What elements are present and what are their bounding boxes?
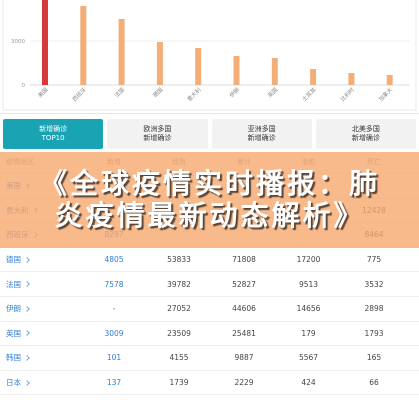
tab-2[interactable]: 亚洲多国 新增确诊 [211,119,312,149]
title-banner: 《全球疫情实时播报：肺 炎疫情最新动态解析》 [0,152,419,248]
tab-1[interactable]: 欧洲多国 新增确诊 [107,119,208,149]
table-cell: 2229 [234,378,254,388]
table-cell: 44606 [232,304,256,314]
country-name: 德国 [6,255,21,265]
x-tick-label-9: 加拿大 [377,85,395,103]
table-cell: 3009 [104,328,124,338]
table-cell: 25481 [232,328,256,338]
table-cell: 27052 [167,304,191,314]
table-cell: 23509 [167,328,191,338]
chart-canvas: 0 3000 美国 西班牙 法国 德国 意大利 伊朗 英国 土耳其 比利时 加拿大 [2,0,417,111]
table-cell: 165 [366,353,382,363]
country-link[interactable]: 法国 [0,279,82,290]
country-name: 伊朗 [6,304,21,314]
x-tick-label-3: 德国 [151,85,165,99]
table-cell: 179 [301,328,316,338]
y-tick-label-0: 0 [22,83,26,89]
table-cell: 137 [106,378,122,388]
tab-3[interactable]: 北美多国 新增确诊 [315,119,416,149]
country-name: 日本 [6,378,21,388]
bar-9 [386,75,393,85]
tab-label-line2: 新增确诊 [143,134,172,142]
table-cell: 17200 [296,255,321,265]
table-cell: 3532 [364,279,384,289]
table-cell: 775 [366,255,382,265]
x-tick-label-2: 法国 [113,85,127,99]
x-tick-label-4: 意大利 [185,86,202,103]
table-row: 伊朗 - 27052 44606 14656 2898 [0,297,419,322]
bar-2 [118,19,125,85]
bar-7 [310,69,317,85]
x-tick-label-0: 美国 [36,85,50,99]
bar-4 [195,48,202,85]
table-row: 德国 4805 53833 71808 17200 775 [0,248,419,273]
chevron-right-icon [24,355,30,361]
x-tick-label-7: 土耳其 [300,85,318,103]
country-link[interactable]: 伊朗 [0,303,82,314]
country-name: 法国 [6,279,21,289]
table-row: 韩国 101 4155 9887 5567 165 [0,346,419,371]
country-link[interactable]: 日本 [0,377,82,388]
tab-label-line1: 亚洲多国 [247,125,276,133]
banner-title-line-1: 《全球疫情实时播报：肺 [38,167,380,200]
table-cell: 14656 [296,304,321,314]
chevron-right-icon [24,330,30,337]
tab-label-line1: 北美多国 [351,125,380,133]
bar-8 [348,72,355,85]
country-name: 韩国 [6,353,21,363]
chevron-right-icon [24,305,30,312]
table-cell: - [112,304,116,314]
table-cell: 2898 [364,304,384,314]
table-cell: 9513 [298,279,319,289]
country-link[interactable]: 英国 [0,328,82,339]
chevron-right-icon [24,256,30,263]
table-cell: 66 [369,378,379,388]
x-tick-label-8: 比利时 [338,85,356,103]
table-cell: 5567 [298,353,319,363]
chevron-right-icon [24,281,30,288]
country-link[interactable]: 韩国 [0,352,82,363]
tab-label-line2: 新增确诊 [247,134,276,142]
x-tick-label-1: 西班牙 [70,85,88,103]
table-cell: 4155 [169,353,189,363]
bar-6 [271,58,278,85]
table-cell: 4805 [104,255,124,265]
chevron-right-icon [24,379,30,386]
table-row: 英国 3009 23509 25481 179 1793 [0,322,419,347]
table-cell: 71808 [232,255,256,265]
bar-1 [80,5,87,85]
table-cell: 52827 [232,279,256,289]
section-divider [0,113,419,114]
tab-label-line1: 欧洲多国 [143,125,172,133]
chart-frame [2,0,417,111]
x-tick-label-6: 英国 [266,85,280,99]
table-cell: 1793 [364,328,384,338]
bar-0 [42,0,48,86]
table-row: 法国 7578 39782 52827 9513 3532 [0,272,419,297]
tab-label-line1: 新增确诊 [39,125,68,133]
table-cell: 9887 [234,353,254,363]
table-cell: 101 [106,353,122,363]
y-tick-label-1: 3000 [11,39,25,45]
table-cell: 7578 [104,279,124,289]
table-cell: 39782 [167,279,191,289]
x-tick-label-5: 伊朗 [227,85,241,99]
new-cases-bar-chart: 0 3000 美国 西班牙 法国 德国 意大利 伊朗 英国 土耳其 比利时 加拿大 [0,0,419,112]
tab-0[interactable]: 新增确诊 TOP10 [3,119,104,149]
tab-label-line2: TOP10 [41,134,65,142]
tab-label-line2: 新增确诊 [351,134,380,142]
country-name: 英国 [6,328,21,338]
banner-title-line-2: 炎疫情最新动态解析》 [54,199,365,232]
table-cell: 53833 [167,255,191,265]
country-link[interactable]: 德国 [0,254,82,265]
bar-5 [233,55,240,85]
region-tabs: 新增确诊 TOP10 欧洲多国 新增确诊 亚洲多国 新增确诊 北美多国 新增确诊 [3,119,416,149]
table-row: 日本 137 1739 2229 424 66 [0,371,419,396]
bar-3 [156,42,163,85]
table-cell: 1739 [169,378,189,388]
table-cell: 424 [301,378,316,388]
